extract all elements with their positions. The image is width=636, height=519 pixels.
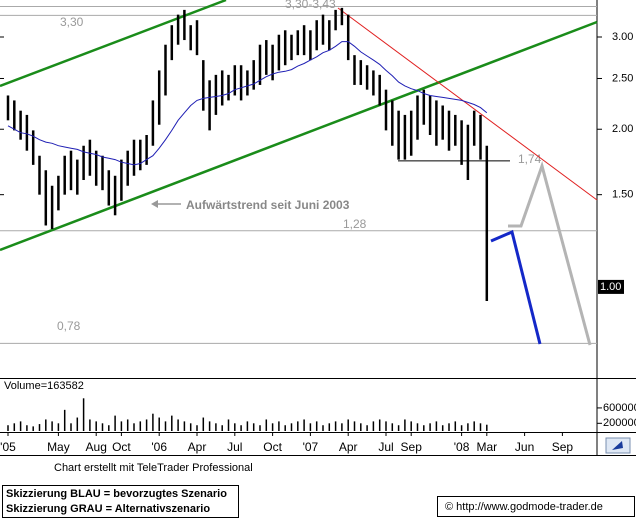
x-tick-label: Jul xyxy=(378,440,393,454)
volume-label: Volume=163582 xyxy=(4,380,84,392)
moving-average xyxy=(7,41,488,166)
x-tick-label: '05 xyxy=(0,440,16,454)
level-label: 0,78 xyxy=(57,319,81,333)
x-tick-label: Oct xyxy=(112,440,131,454)
x-tick-label: Mar xyxy=(476,440,497,454)
last-price-box xyxy=(598,279,624,294)
level-label: 1,74 xyxy=(518,152,542,166)
y-tick-label: 2.00 xyxy=(612,123,633,135)
x-tick-label: Apr xyxy=(339,440,358,454)
credit: Chart erstellt mit TeleTrader Profession… xyxy=(54,462,253,474)
source: © http://www.godmode-trader.de xyxy=(445,501,603,513)
source-box xyxy=(437,496,635,517)
legend-blue: Skizzierung BLAU = bevorzugtes Szenario xyxy=(6,488,227,500)
x-tick-label: Aug xyxy=(86,440,107,454)
legend-gray: Skizzierung GRAU = Alternativszenario xyxy=(6,503,210,515)
level-label: 3,30 xyxy=(60,15,84,29)
x-tick-label: Apr xyxy=(188,440,207,454)
x-tick-label: '08 xyxy=(454,440,470,454)
trend-channel-upper xyxy=(0,0,227,88)
y-tick-label: 3.00 xyxy=(612,31,633,43)
x-tick-label: Jun xyxy=(515,440,534,454)
legend-box xyxy=(2,485,239,518)
level-label: 3,30-3,43 xyxy=(285,0,336,11)
trend-channel-lower xyxy=(0,20,598,252)
last-price-label: 1.00 xyxy=(600,281,621,293)
x-tick-label: Oct xyxy=(263,440,282,454)
level-label: 1,28 xyxy=(343,217,367,231)
levels: 3,30 3,30-3,43 1,74 1,28 0,78 xyxy=(0,0,597,344)
x-tick-label: Jul xyxy=(227,440,242,454)
y-tick-label: 2.50 xyxy=(612,72,633,84)
x-tick-label: May xyxy=(47,440,70,454)
volume-tick-label: 200000 xyxy=(603,417,636,429)
x-tick-label: Sep xyxy=(401,440,423,454)
y-tick-label: 1.50 xyxy=(612,189,633,201)
downtrend-line xyxy=(337,7,598,201)
nav-icon-arrow xyxy=(612,441,623,450)
x-tick-label: '06 xyxy=(151,440,167,454)
x-tick-label: '07 xyxy=(303,440,319,454)
scenario-blue xyxy=(490,229,542,345)
scenario-gray xyxy=(508,160,592,346)
annotation-arrowhead xyxy=(151,200,158,208)
annotation: Aufwärtstrend seit Juni 2003 xyxy=(186,198,350,212)
x-tick-label: Sep xyxy=(552,440,574,454)
volume-tick-label: 600000 xyxy=(603,402,636,414)
